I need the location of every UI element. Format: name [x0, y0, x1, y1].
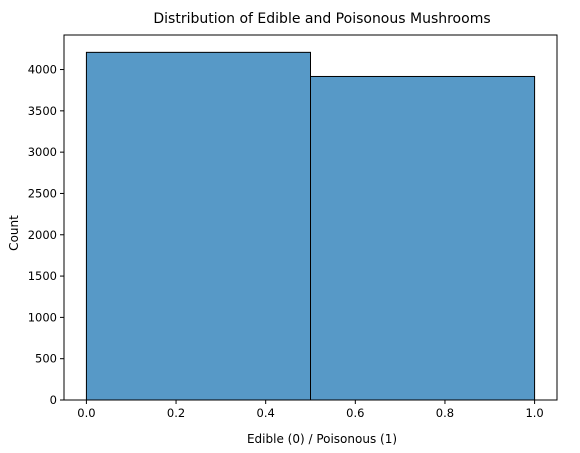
chart-title: Distribution of Edible and Poisonous Mus… — [153, 11, 490, 27]
x-tick-label: 0.2 — [167, 406, 185, 420]
bar-1 — [310, 75, 536, 401]
y-tick-label: 0 — [50, 393, 57, 407]
y-ticks: 0 500 1000 1500 2000 2500 3000 3500 4000 — [28, 63, 64, 407]
y-tick-label: 3500 — [28, 104, 57, 118]
y-axis-label: Count — [7, 215, 21, 251]
y-tick-label: 2000 — [28, 228, 57, 242]
y-tick-label: 2500 — [28, 186, 57, 200]
bar-0 — [85, 51, 311, 401]
y-tick-label: 500 — [35, 352, 57, 366]
bars-group — [85, 51, 536, 401]
x-tick-label: 0.8 — [436, 406, 454, 420]
x-tick-label: 0.4 — [257, 406, 275, 420]
x-axis-label: Edible (0) / Poisonous (1) — [247, 432, 397, 446]
x-tick-label: 0.6 — [346, 406, 364, 420]
axes-frame — [63, 34, 558, 401]
x-tick-label: 1.0 — [525, 406, 543, 420]
y-tick-label: 3000 — [28, 145, 57, 159]
plot-area: 0.0 0.2 0.4 0.6 0.8 1.0 0 500 1000 1500 2000 2500 3… — [28, 34, 558, 420]
x-tick-label: 0.0 — [77, 406, 95, 420]
x-ticks: 0.0 0.2 0.4 0.6 0.8 1.0 — [77, 400, 544, 420]
y-tick-label: 1500 — [28, 269, 57, 283]
y-tick-label: 1000 — [28, 310, 57, 324]
y-tick-label: 4000 — [28, 63, 57, 77]
